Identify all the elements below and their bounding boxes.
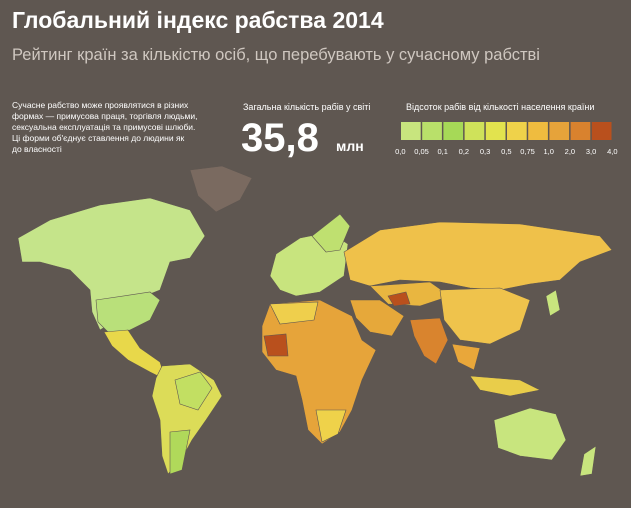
world-map <box>17 165 613 477</box>
legend-label: 0,1 <box>437 147 447 156</box>
india <box>409 317 449 365</box>
legend-swatch <box>507 122 527 140</box>
total-unit: млн <box>336 138 364 154</box>
total-value: 35,8 <box>241 116 319 160</box>
legend-swatch <box>443 122 464 140</box>
brazil <box>174 371 213 411</box>
scandinavia <box>311 213 351 253</box>
subtitle: Рейтинг країн за кількістю осіб, що пере… <box>12 46 540 64</box>
description-line: до власності <box>12 144 62 154</box>
japan <box>545 289 561 317</box>
southeast-asia <box>451 343 481 371</box>
legend-swatch <box>591 122 612 140</box>
usa <box>95 291 161 335</box>
legend-label: 1,0 <box>543 147 553 156</box>
total-label: Загальна кількість рабів у світі <box>243 102 370 112</box>
legend-swatch <box>549 122 570 140</box>
legend-label: 4,0 <box>607 147 617 156</box>
legend: 0,0 0,05 0,1 0,2 0,3 0,5 0,75 1,0 2,0 3,0 4,0 <box>395 122 618 156</box>
description-line: формах — примусова праця, торгівля людьм… <box>12 111 197 121</box>
legend-swatch <box>422 122 442 140</box>
legend-label: 0,75 <box>520 147 535 156</box>
description-line: Ці форми об'єднує ставлення до людини як <box>12 133 185 143</box>
title: Глобальний індекс рабства 2014 <box>12 7 384 33</box>
indonesia <box>469 375 541 397</box>
legend-label: 2,0 <box>565 147 575 156</box>
australia <box>493 407 567 461</box>
description-line: сексуальна експлуатація та примусові шлю… <box>12 122 195 132</box>
description: Сучасне рабство може проявлятися в різни… <box>12 100 197 154</box>
new-zealand <box>579 445 597 477</box>
china <box>439 287 531 345</box>
legend-label: 0,5 <box>501 147 511 156</box>
legend-swatch <box>401 122 421 140</box>
legend-swatch <box>570 122 591 140</box>
legend-title: Відсоток рабів від кількості населення к… <box>406 102 594 112</box>
central-asia <box>369 281 451 307</box>
africa <box>261 299 377 445</box>
legend-swatch <box>528 122 548 140</box>
legend-label: 3,0 <box>586 147 596 156</box>
argentina <box>169 429 191 475</box>
legend-swatch <box>485 122 506 140</box>
description-line: Сучасне рабство може проявлятися в різни… <box>12 100 189 110</box>
uzbekistan <box>387 291 411 307</box>
legend-label: 0,0 <box>395 147 405 156</box>
mauritania <box>263 333 289 357</box>
legend-swatch <box>464 122 485 140</box>
legend-label: 0,2 <box>459 147 469 156</box>
greenland <box>189 165 253 213</box>
southern-africa <box>315 409 347 443</box>
north-africa <box>269 301 319 325</box>
russia <box>343 221 613 291</box>
legend-label: 0,3 <box>480 147 490 156</box>
middle-east <box>349 299 405 337</box>
legend-label: 0,05 <box>414 147 429 156</box>
